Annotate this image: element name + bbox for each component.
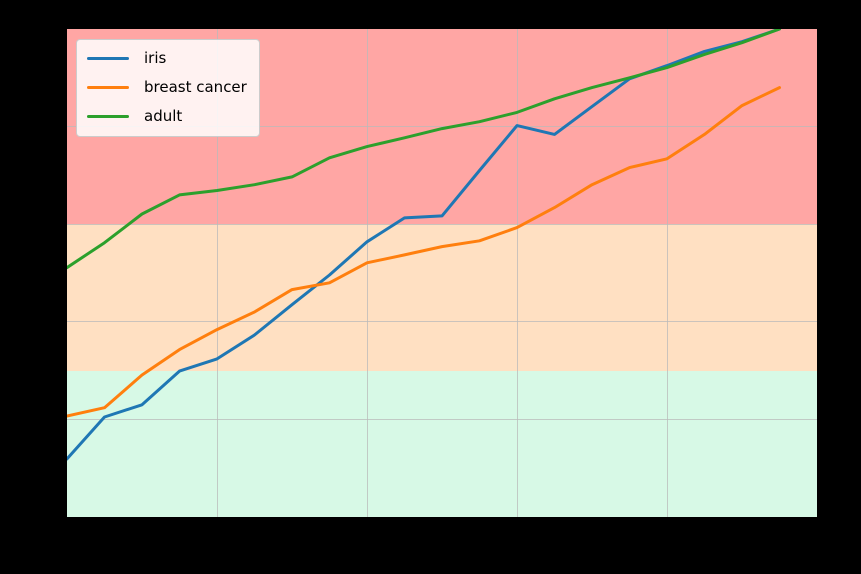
plot-area: iris breast cancer adult xyxy=(67,29,817,517)
gridline-horizontal xyxy=(67,126,817,128)
legend-label-iris: iris xyxy=(144,49,167,67)
legend-label-adult: adult xyxy=(144,106,183,125)
gridline-horizontal xyxy=(67,223,817,225)
series-line-breast-cancer xyxy=(67,86,781,418)
series-line-adult xyxy=(67,29,781,270)
gridline-vertical xyxy=(216,29,218,517)
legend: iris breast cancer adult xyxy=(76,39,260,138)
threshold-band-mid xyxy=(67,224,817,371)
iris-line-swatch xyxy=(87,57,129,61)
series-lines xyxy=(67,29,781,461)
gridline-horizontal xyxy=(67,418,817,420)
gridline-horizontal xyxy=(67,321,817,323)
legend-label-breast-cancer: breast cancer xyxy=(144,77,247,96)
breast-cancer-line-swatch xyxy=(87,86,129,90)
legend-item-adult: adult xyxy=(87,107,247,127)
gridline-vertical xyxy=(366,29,368,517)
gridline-vertical xyxy=(666,29,668,517)
legend-item-breast-cancer: breast cancer xyxy=(87,78,247,98)
gridline-vertical xyxy=(516,29,518,517)
adult-line-swatch xyxy=(87,114,129,118)
threshold-band-low xyxy=(67,370,817,517)
legend-item-iris: iris xyxy=(87,49,247,69)
